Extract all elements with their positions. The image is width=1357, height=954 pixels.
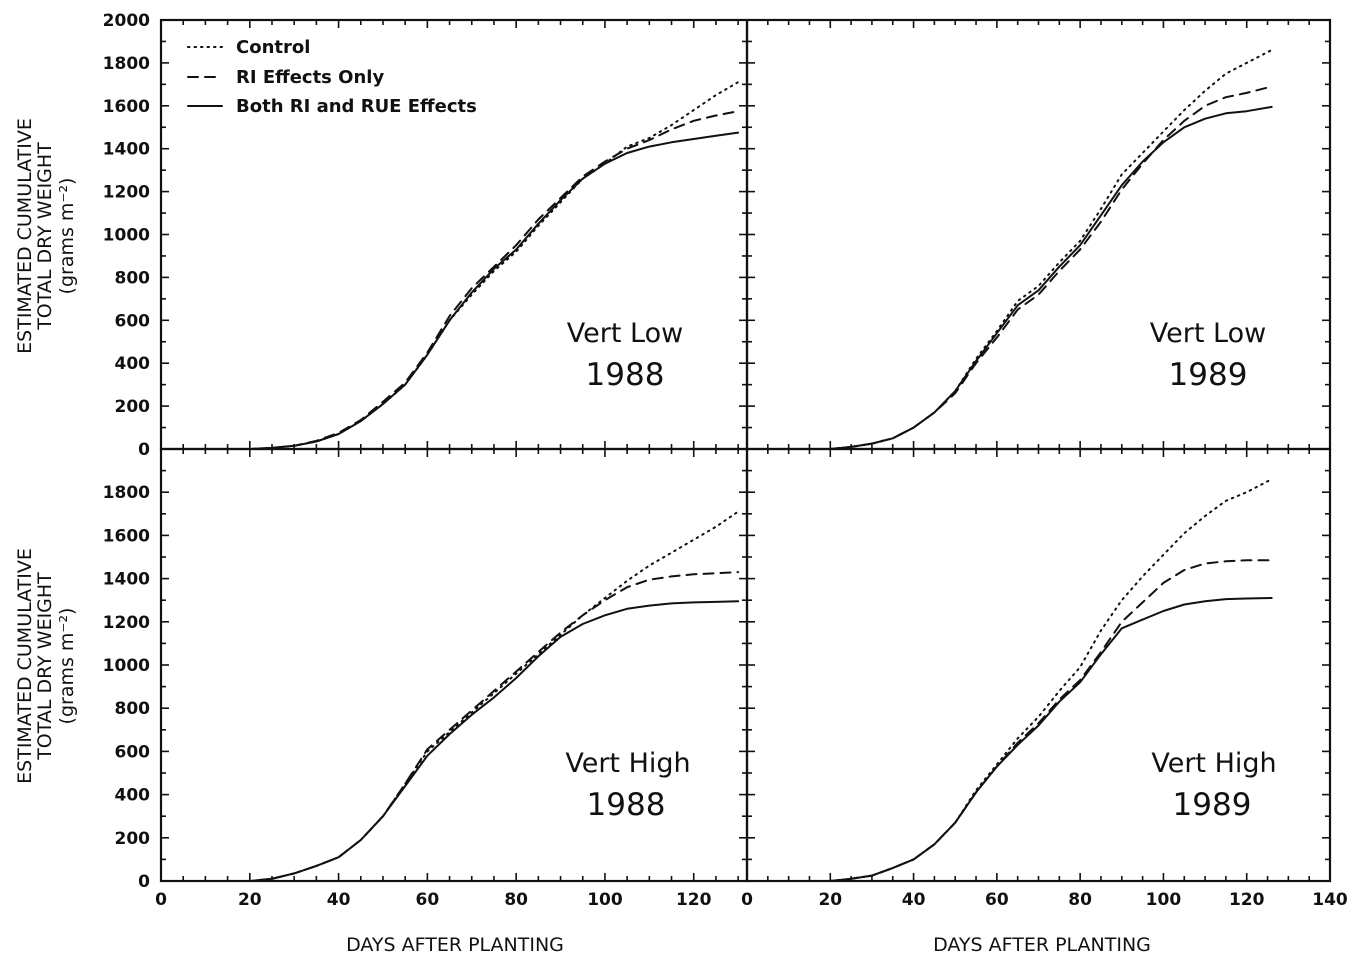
y-tick-label: 1000 [103,656,150,676]
x-tick-label: 80 [504,890,528,910]
series-line-dashed-bottom-left [239,571,740,882]
series-line-solid-top-left [239,131,740,450]
y-tick-label: 0 [138,872,150,892]
y-tick-label: 1000 [103,226,150,246]
series-line-dotted-bottom-right [829,478,1273,882]
y-tick-label: 400 [115,786,151,806]
x-axis-title-right: DAYS AFTER PLANTING [933,934,1151,954]
x-tick-label: 120 [1229,890,1265,910]
x-tick-label: 40 [327,890,351,910]
series-line-dotted-top-left [239,81,740,450]
series-line-dotted-bottom-left [239,510,740,882]
series-layer [239,49,1273,882]
y-tick-label: 800 [115,268,151,288]
x-tick-label: 80 [1068,890,1092,910]
y-tick-label: 1200 [103,613,150,633]
y-axis-title-bottom: ESTIMATED CUMULATIVE TOTAL DRY WEIGHT (g… [14,548,78,784]
legend-label-ri-effects: RI Effects Only [236,67,384,88]
y-tick-label: 200 [115,829,151,849]
series-line-solid-bottom-left [239,600,740,882]
y-tick-label: 1400 [103,570,150,590]
panel-year-bottom-left: 1988 [587,787,666,823]
x-tick-label: 140 [1312,890,1348,910]
y-tick-label: 200 [115,397,151,417]
legend-label-control: Control [236,37,310,58]
x-tick-label: 40 [902,890,926,910]
series-line-dashed-bottom-right [829,559,1273,882]
x-tick-label: 0 [741,890,753,910]
x-axis-title-left: DAYS AFTER PLANTING [346,934,564,954]
panel-year-bottom-right: 1989 [1173,787,1252,823]
series-line-dotted-top-right [829,49,1273,450]
panel-year-top-right: 1989 [1169,357,1248,393]
x-tick-label: 120 [676,890,712,910]
series-line-dashed-top-right [829,85,1273,450]
ticks-layer: 0 20 40 60 80 100 120 0 20 40 60 80 100 120 1400200400… [103,11,1348,910]
y-axis-title-bottom-line2: TOTAL DRY WEIGHT [34,572,56,761]
y-tick-label: 1600 [103,97,150,117]
y-tick-label: 1600 [103,526,150,546]
panel-year-top-left: 1988 [586,357,665,393]
panel-title-bottom-right: Vert High [1151,748,1276,779]
y-axis-title-top-line3: (grams m⁻²) [56,178,78,295]
x-tick-label: 20 [238,890,262,910]
x-tick-label: 100 [1146,890,1182,910]
x-tick-label: 100 [587,890,623,910]
y-axis-title-bottom-line3: (grams m⁻²) [56,608,78,725]
y-tick-label: 600 [115,311,151,331]
y-tick-label: 1800 [103,54,150,74]
y-tick-label: 0 [138,440,150,460]
y-axis-title-top-line2: TOTAL DRY WEIGHT [34,142,56,331]
y-tick-label: 2000 [103,11,150,31]
y-tick-label: 800 [115,699,151,719]
y-axis-title-top-line1: ESTIMATED CUMULATIVE [14,118,36,354]
x-tick-label: 0 [155,890,167,910]
panel-title-bottom-left: Vert High [565,748,690,779]
y-tick-label: 600 [115,742,151,762]
series-line-solid-top-right [829,105,1273,450]
y-tick-label: 400 [115,354,151,374]
x-tick-label: 20 [818,890,842,910]
series-line-dashed-top-left [239,110,740,450]
y-axis-title-top: ESTIMATED CUMULATIVE TOTAL DRY WEIGHT (g… [14,118,78,354]
x-tick-label: 60 [416,890,440,910]
series-line-solid-bottom-right [829,597,1273,882]
y-tick-label: 1800 [103,483,150,503]
panel-title-top-left: Vert Low [567,318,683,349]
y-tick-label: 1400 [103,140,150,160]
y-tick-label: 1200 [103,183,150,203]
panel-title-top-right: Vert Low [1150,318,1266,349]
legend-label-both-effects: Both RI and RUE Effects [236,96,477,117]
y-axis-title-bottom-line1: ESTIMATED CUMULATIVE [14,548,36,784]
x-tick-label: 60 [985,890,1009,910]
legend: Control RI Effects Only Both RI and RUE … [187,37,477,117]
